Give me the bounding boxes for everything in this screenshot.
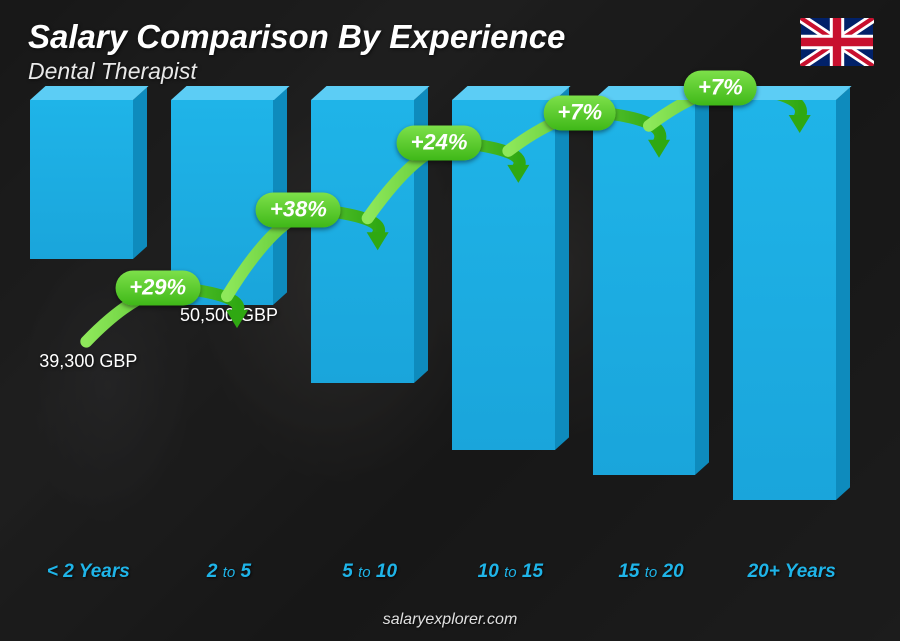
bar-top-face [311, 86, 429, 100]
content: Salary Comparison By Experience Dental T… [0, 0, 900, 641]
bar-value-label: 50,500 GBP [180, 305, 278, 326]
bar [30, 100, 147, 259]
uk-flag-icon [800, 18, 874, 66]
increase-pct-label: +24% [397, 125, 482, 160]
bar-side-face [695, 87, 709, 475]
bar-category-label: 10 to 15 [478, 561, 543, 583]
bar-front [30, 100, 133, 259]
bar-front [733, 100, 836, 500]
bar-side-face [133, 87, 147, 259]
bar-category-label: 15 to 20 [618, 561, 683, 583]
bar-category-label: 20+ Years [748, 561, 836, 583]
bar-side-face [555, 87, 569, 450]
increase-pct-label: +38% [256, 193, 341, 228]
bar-slot: 92,500 GBP15 to 20 [593, 100, 710, 551]
bar-value-label: 39,300 GBP [39, 351, 137, 372]
bar-category-label: < 2 Years [47, 561, 130, 583]
page-title: Salary Comparison By Experience [28, 18, 872, 56]
bar-slot: 69,700 GBP5 to 10 [311, 100, 428, 551]
increase-pct-label: +7% [543, 95, 616, 130]
bars-container: 39,300 GBP< 2 Years50,500 GBP2 to 569,70… [30, 100, 850, 551]
bar-front [593, 100, 696, 475]
bar-category-label: 2 to 5 [207, 561, 251, 583]
increase-pct-label: +29% [115, 271, 200, 306]
bar-slot: 98,600 GBP20+ Years [733, 100, 850, 551]
salary-chart: 39,300 GBP< 2 Years50,500 GBP2 to 569,70… [30, 100, 850, 581]
bar [593, 100, 710, 475]
bar-top-face [30, 86, 148, 100]
bar-slot: 50,500 GBP2 to 5 [171, 100, 288, 551]
increase-pct-label: +7% [684, 70, 757, 105]
footer-brand: salaryexplorer.com [0, 611, 900, 629]
bar-side-face [836, 87, 850, 500]
bar [733, 100, 850, 500]
bar-slot: 39,300 GBP< 2 Years [30, 100, 147, 551]
bar-slot: 86,300 GBP10 to 15 [452, 100, 569, 551]
bar-top-face [171, 86, 289, 100]
bar-category-label: 5 to 10 [342, 561, 397, 583]
